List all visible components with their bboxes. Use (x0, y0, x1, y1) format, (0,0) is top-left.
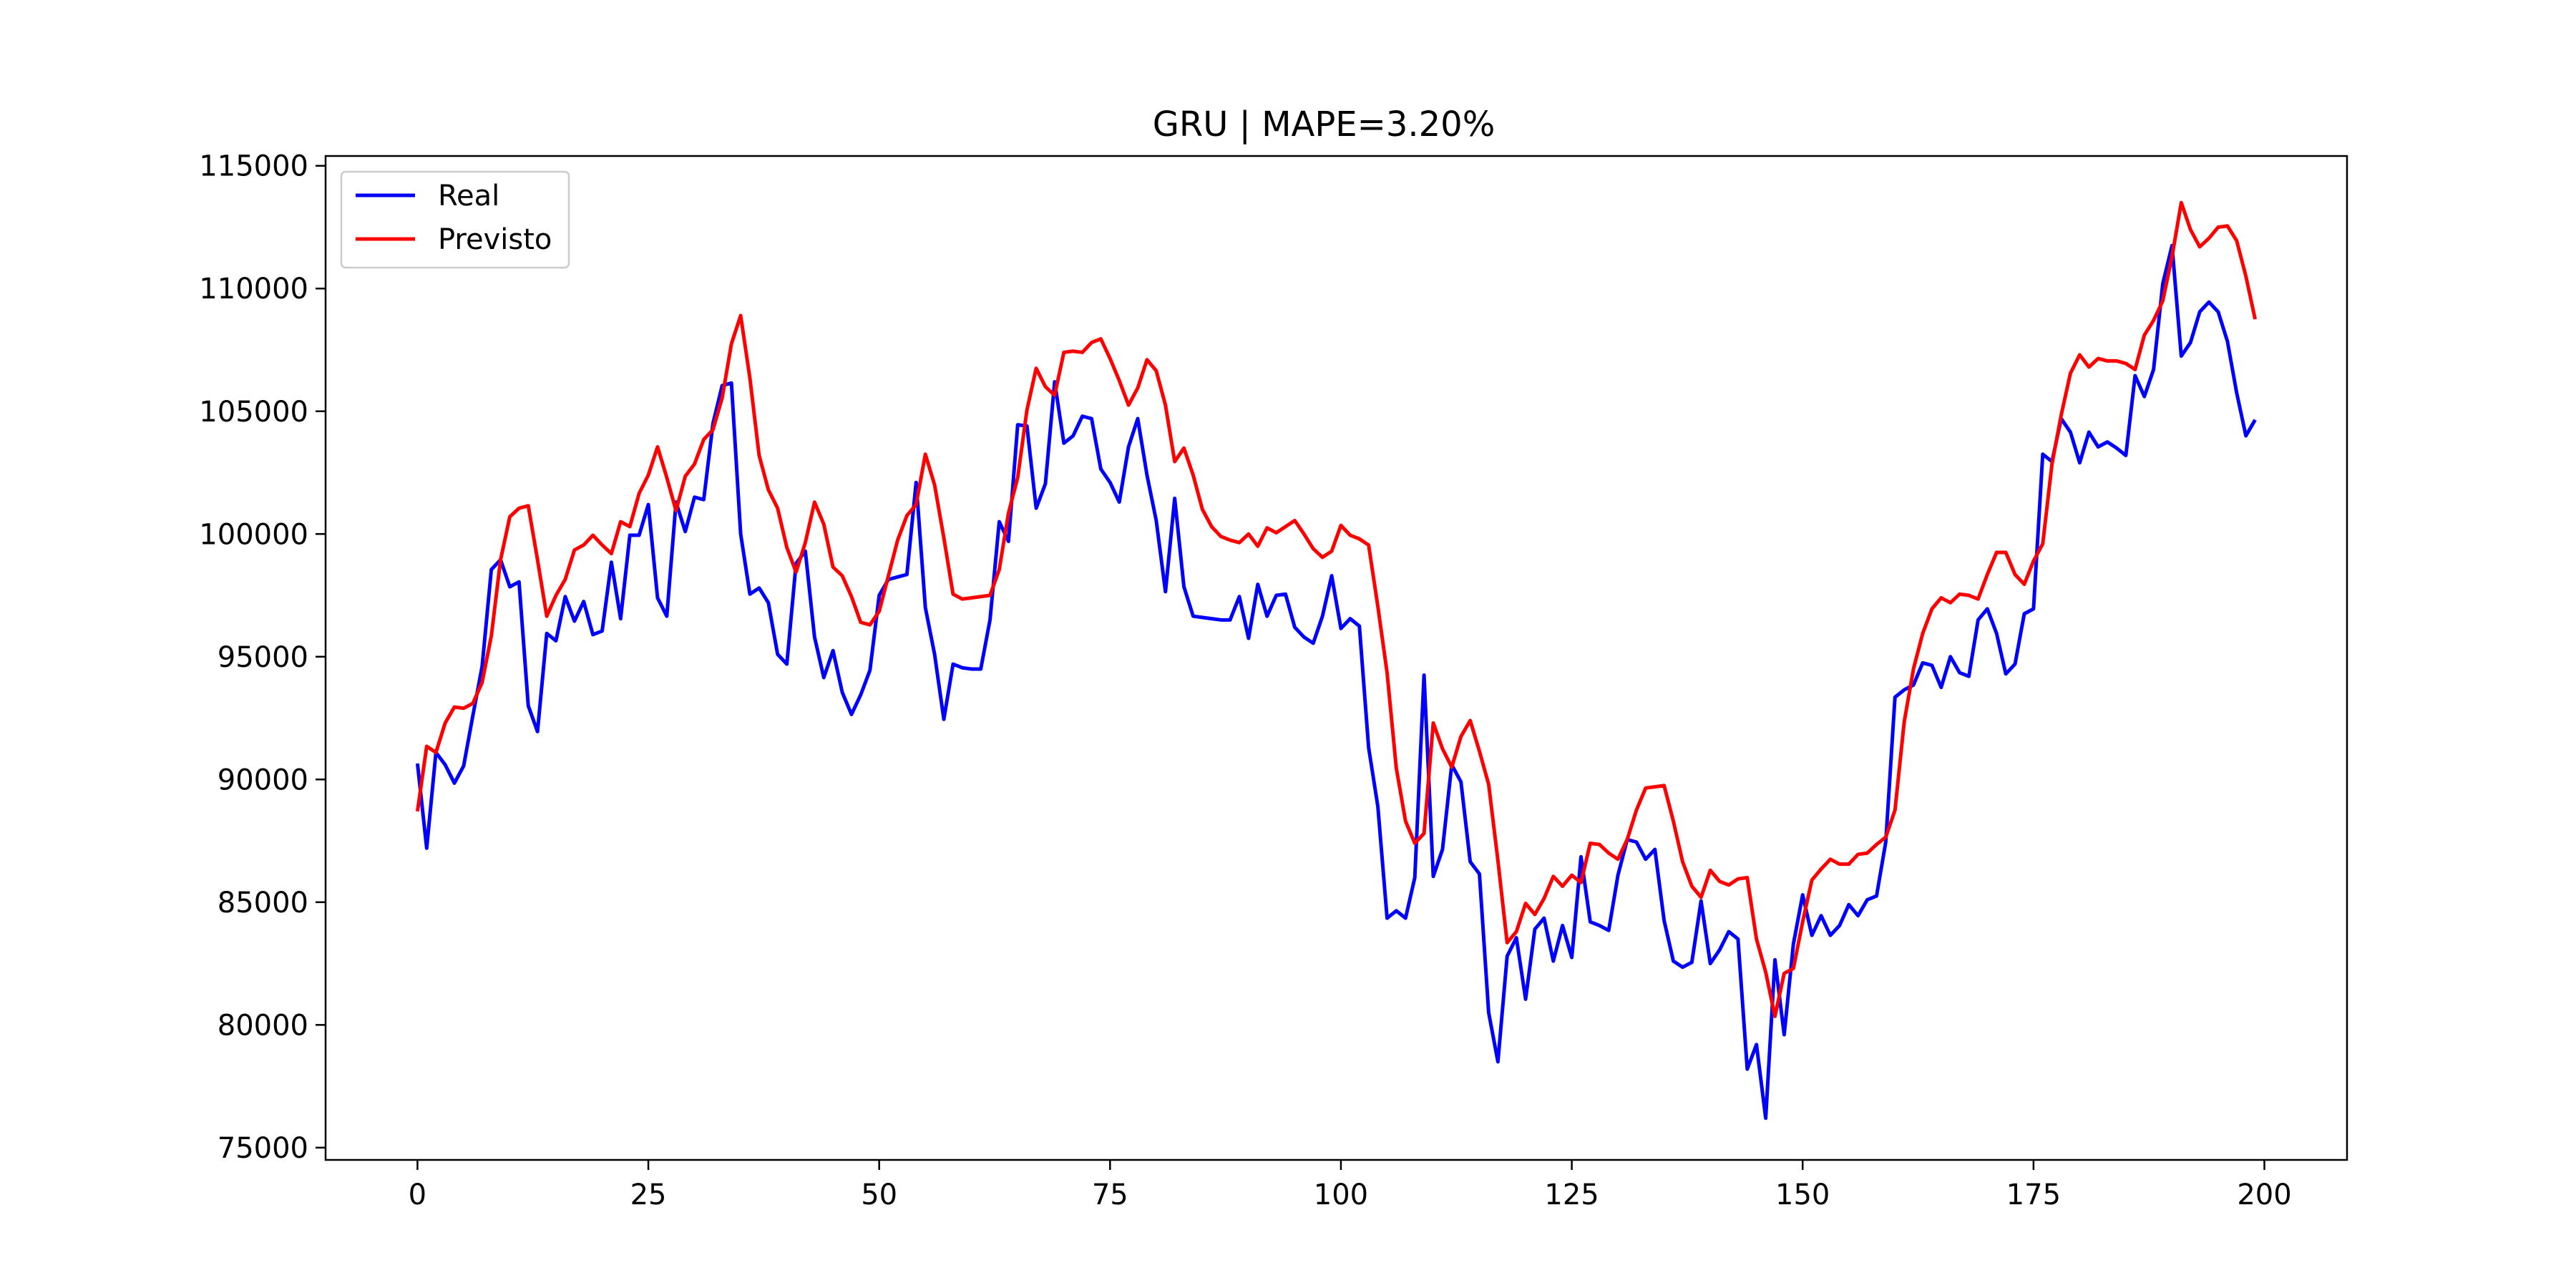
y-tick-label: 85000 (218, 887, 308, 919)
x-tick-label: 125 (1544, 1179, 1599, 1211)
legend-label-previsto: Previsto (438, 223, 552, 256)
y-tick-label: 100000 (199, 518, 308, 551)
plot-frame (324, 155, 2348, 1161)
legend-label-real: Real (438, 180, 499, 213)
x-tick-label: 50 (861, 1179, 897, 1211)
x-tick-label: 200 (2237, 1179, 2291, 1211)
y-tick-label: 115000 (199, 150, 308, 183)
y-tick-label: 75000 (218, 1132, 308, 1165)
x-tick-label: 75 (1092, 1179, 1128, 1211)
legend: Real Previsto (340, 170, 570, 269)
y-tick-label: 95000 (218, 641, 308, 674)
series-layer (415, 200, 2258, 1121)
x-axis-ticks: 0 25 50 75 100 125 150 175 200 (409, 1160, 2292, 1211)
x-tick-label: 150 (1775, 1179, 1830, 1211)
x-tick-label: 100 (1314, 1179, 1368, 1211)
x-tick-label: 175 (2006, 1179, 2061, 1211)
y-tick-label: 105000 (199, 396, 308, 429)
y-tick-label: 90000 (218, 763, 308, 796)
y-tick-label: 80000 (218, 1009, 308, 1042)
x-tick-label: 25 (630, 1179, 667, 1211)
y-axis-ticks: 75000 80000 85000 90000 95000 100000 105000 110… (199, 150, 326, 1165)
x-tick-label: 0 (409, 1179, 426, 1211)
series-line-previsto (415, 200, 2258, 1018)
chart-title: GRU | MAPE=3.20% (1153, 104, 1496, 145)
y-tick-label: 110000 (199, 273, 308, 306)
